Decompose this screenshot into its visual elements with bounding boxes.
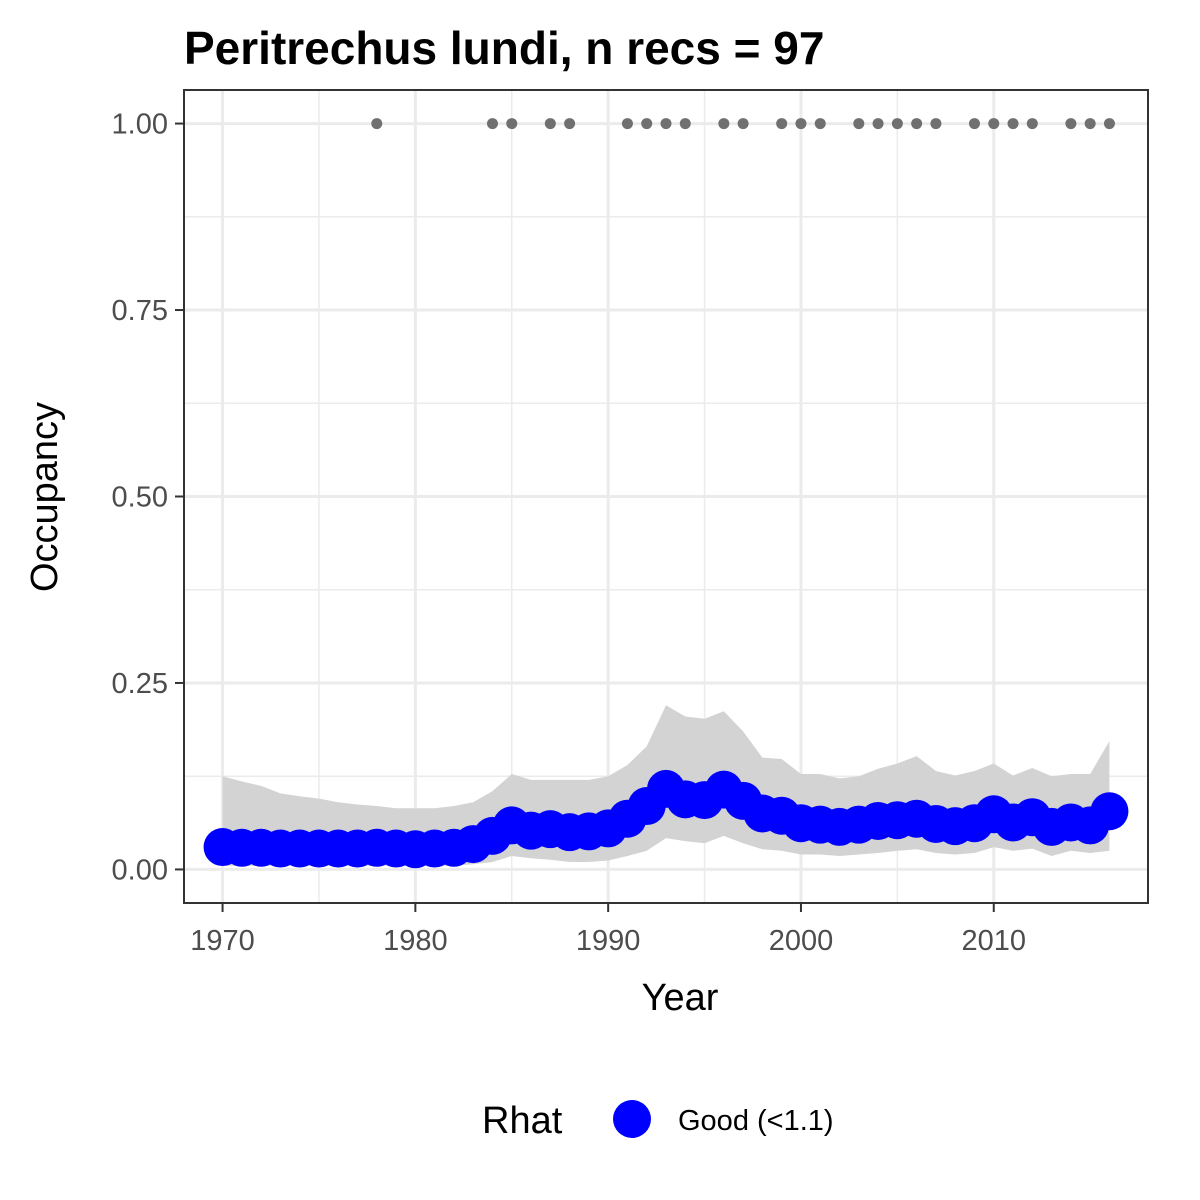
record-point	[1007, 118, 1019, 130]
record-point	[1084, 118, 1096, 130]
record-point	[1065, 118, 1077, 130]
record-point	[872, 118, 884, 130]
records-layer	[371, 118, 1115, 130]
record-point	[891, 118, 903, 130]
legend-title: Rhat	[482, 1100, 563, 1142]
legend-label-good: Good (<1.1)	[678, 1105, 834, 1137]
x-tick-label: 2000	[769, 925, 834, 957]
record-point	[814, 118, 826, 130]
record-point	[621, 118, 633, 130]
occupancy-point	[1090, 792, 1129, 831]
y-tick-label: 1.00	[112, 109, 168, 141]
y-tick-label: 0.25	[112, 668, 168, 700]
points-layer	[203, 769, 1129, 869]
record-point	[1103, 118, 1115, 130]
x-axis: 1970 1980 1990 2000 2010	[190, 903, 1026, 957]
record-point	[718, 118, 730, 130]
record-point	[564, 118, 576, 130]
record-point	[679, 118, 691, 130]
record-point	[737, 118, 749, 130]
y-tick-label: 0.75	[112, 295, 168, 327]
x-tick-label: 1980	[383, 925, 448, 957]
record-point	[641, 118, 653, 130]
y-tick-label: 0.00	[112, 854, 168, 886]
record-point	[853, 118, 865, 130]
legend-key-good	[613, 1100, 651, 1138]
record-point	[660, 118, 672, 130]
x-axis-title: Year	[642, 977, 719, 1019]
x-tick-label: 1990	[576, 925, 641, 957]
x-tick-label: 2010	[962, 925, 1027, 957]
x-tick-label: 1970	[190, 925, 255, 957]
record-point	[776, 118, 788, 130]
record-point	[371, 118, 383, 130]
record-point	[1026, 118, 1038, 130]
record-point	[795, 118, 807, 130]
y-axis: 0.00 0.25 0.50 0.75 1.00	[112, 109, 184, 886]
legend: Rhat Good (<1.1)	[482, 1100, 834, 1142]
chart-title: Peritrechus lundi, n recs = 97	[184, 22, 824, 74]
record-point	[930, 118, 942, 130]
record-point	[911, 118, 923, 130]
record-point	[544, 118, 556, 130]
record-point	[486, 118, 498, 130]
record-point	[506, 118, 518, 130]
record-point	[968, 118, 980, 130]
y-axis-title: Occupancy	[24, 402, 66, 592]
record-point	[988, 118, 1000, 130]
y-tick-label: 0.50	[112, 482, 168, 514]
